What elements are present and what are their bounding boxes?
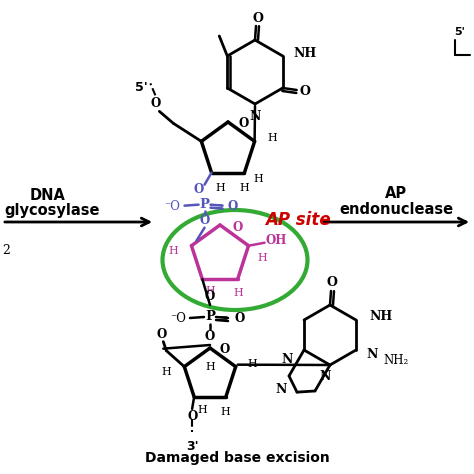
Text: O: O: [232, 221, 242, 234]
Text: 5': 5': [135, 81, 148, 94]
Text: NH₂: NH₂: [383, 354, 409, 366]
Text: N: N: [249, 109, 261, 122]
Text: O: O: [200, 214, 210, 227]
Text: endonuclease: endonuclease: [339, 202, 453, 218]
Text: =: =: [212, 200, 223, 213]
Text: H: H: [169, 246, 178, 256]
Text: P: P: [205, 310, 215, 323]
Text: NH: NH: [369, 310, 392, 323]
Text: H: H: [254, 173, 264, 183]
Text: H: H: [239, 183, 249, 193]
Text: =: =: [218, 312, 228, 326]
Text: O: O: [327, 276, 337, 290]
Text: H: H: [248, 359, 257, 369]
Text: H: H: [197, 405, 207, 415]
Text: N: N: [275, 383, 287, 396]
Text: H: H: [233, 288, 243, 298]
Text: O: O: [238, 117, 248, 130]
Text: H: H: [268, 133, 277, 143]
Text: N: N: [282, 354, 293, 366]
Text: H: H: [205, 286, 215, 296]
Text: P: P: [200, 198, 210, 211]
Text: O: O: [156, 328, 166, 341]
Text: Damaged base excision: Damaged base excision: [145, 451, 329, 465]
Text: ⁻O: ⁻O: [170, 312, 186, 326]
Text: ⁻O: ⁻O: [164, 200, 181, 213]
Text: O: O: [187, 410, 197, 423]
Text: O: O: [235, 312, 245, 326]
Text: AP site: AP site: [265, 211, 331, 229]
Text: H: H: [220, 407, 230, 417]
Text: H: H: [162, 367, 171, 377]
Text: H: H: [258, 253, 267, 263]
Text: N: N: [319, 371, 331, 383]
Text: NH: NH: [293, 46, 316, 60]
Text: AP: AP: [385, 185, 407, 201]
Text: glycosylase: glycosylase: [4, 202, 100, 218]
Text: N: N: [366, 348, 378, 362]
Text: O: O: [220, 343, 230, 356]
Text: DNA: DNA: [30, 188, 66, 202]
Text: O: O: [205, 291, 215, 303]
Text: O: O: [193, 183, 204, 196]
Text: H: H: [215, 183, 225, 193]
Text: 5': 5': [455, 27, 465, 37]
Text: H: H: [205, 362, 215, 372]
Text: O: O: [150, 97, 161, 110]
Text: 2: 2: [2, 244, 10, 256]
Text: OH: OH: [266, 234, 287, 247]
Text: O: O: [299, 84, 310, 98]
Text: O: O: [205, 330, 215, 344]
Text: O: O: [228, 200, 237, 213]
Text: O: O: [253, 11, 264, 25]
Text: 3': 3': [186, 440, 199, 453]
